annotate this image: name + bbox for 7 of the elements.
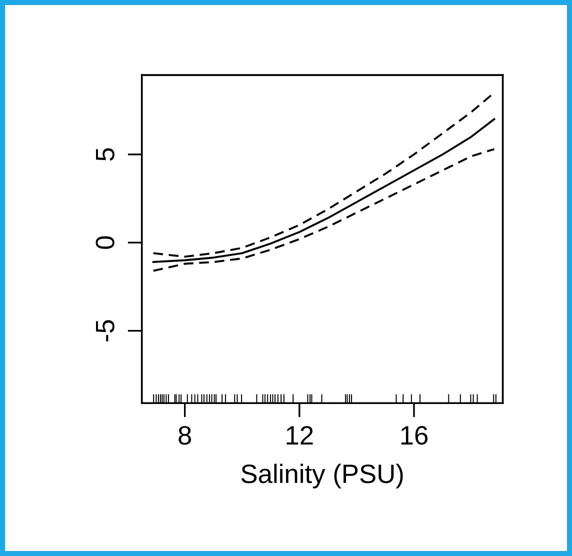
y-tick-label: 0 <box>96 236 114 249</box>
x-tick-label: 8 <box>178 426 192 445</box>
x-tick-label: 16 <box>401 426 428 445</box>
y-tick-label: -5 <box>96 320 114 342</box>
y-tick-label: 5 <box>96 148 114 161</box>
x-tick-label: 12 <box>286 426 313 444</box>
x-axis-title: Salinity (PSU) <box>241 464 403 488</box>
